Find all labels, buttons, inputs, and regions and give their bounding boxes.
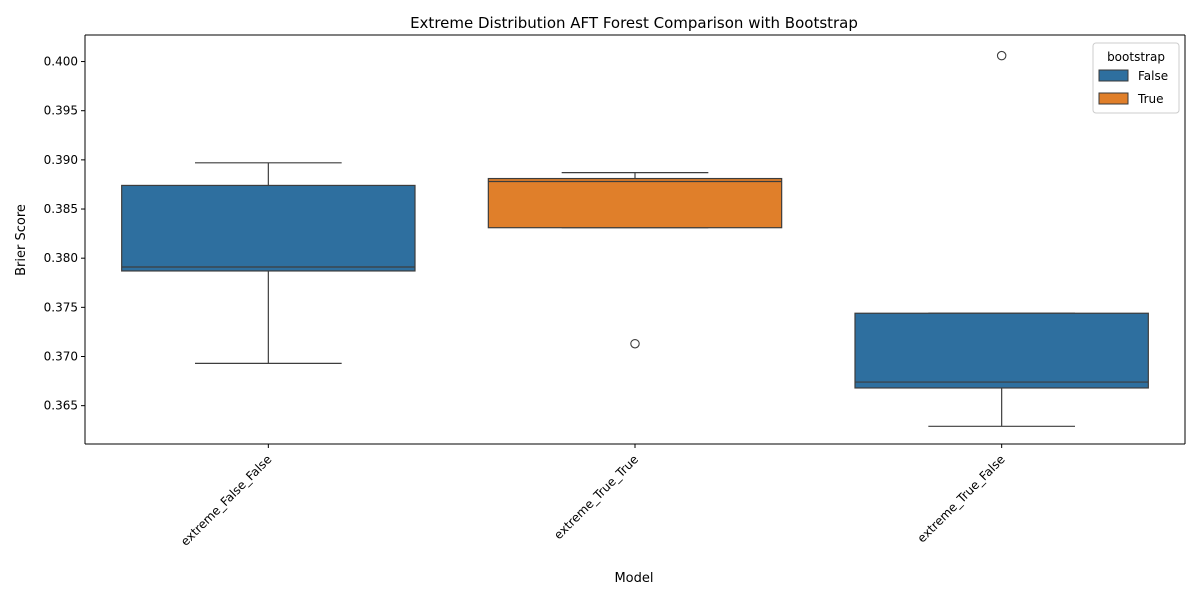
y-tick-label: 0.365 bbox=[44, 399, 78, 413]
box-group bbox=[121, 162, 416, 364]
y-axis-title: Brier Score bbox=[14, 204, 29, 276]
box-group bbox=[487, 172, 783, 349]
outlier-point bbox=[996, 50, 1007, 61]
iqr-box bbox=[121, 184, 416, 272]
iqr-box bbox=[487, 177, 783, 229]
legend: bootstrap False True bbox=[1092, 42, 1180, 114]
outlier-point bbox=[630, 338, 640, 349]
y-tick-label: 0.370 bbox=[44, 349, 78, 363]
x-axis-ticks: extreme_False_False extreme_True_True extr… bbox=[178, 444, 1008, 549]
y-tick-label: 0.390 bbox=[44, 153, 78, 167]
y-tick-label: 0.380 bbox=[44, 251, 78, 265]
legend-swatch-false bbox=[1098, 69, 1129, 82]
legend-label-true: True bbox=[1137, 92, 1164, 106]
legend-title: bootstrap bbox=[1107, 50, 1165, 64]
x-tick-label: extreme_False_False bbox=[178, 452, 274, 548]
x-tick-label: extreme_True_True bbox=[551, 452, 641, 542]
y-tick-label: 0.400 bbox=[44, 55, 78, 69]
y-tick-label: 0.385 bbox=[44, 202, 78, 216]
y-axis-ticks: 0.365 0.370 0.375 0.380 0.385 0.390 0.395 0.400 bbox=[44, 55, 85, 413]
legend-swatch-true bbox=[1098, 92, 1129, 105]
x-axis-title: Model bbox=[614, 571, 653, 586]
iqr-box bbox=[854, 312, 1149, 389]
plot-area bbox=[121, 50, 1149, 427]
y-tick-label: 0.375 bbox=[44, 300, 78, 314]
x-tick-label: extreme_True_False bbox=[915, 452, 1008, 545]
y-tick-label: 0.395 bbox=[44, 104, 78, 118]
legend-label-false: False bbox=[1138, 69, 1168, 83]
box-group bbox=[854, 50, 1149, 427]
chart-title: Extreme Distribution AFT Forest Comparis… bbox=[410, 14, 858, 32]
